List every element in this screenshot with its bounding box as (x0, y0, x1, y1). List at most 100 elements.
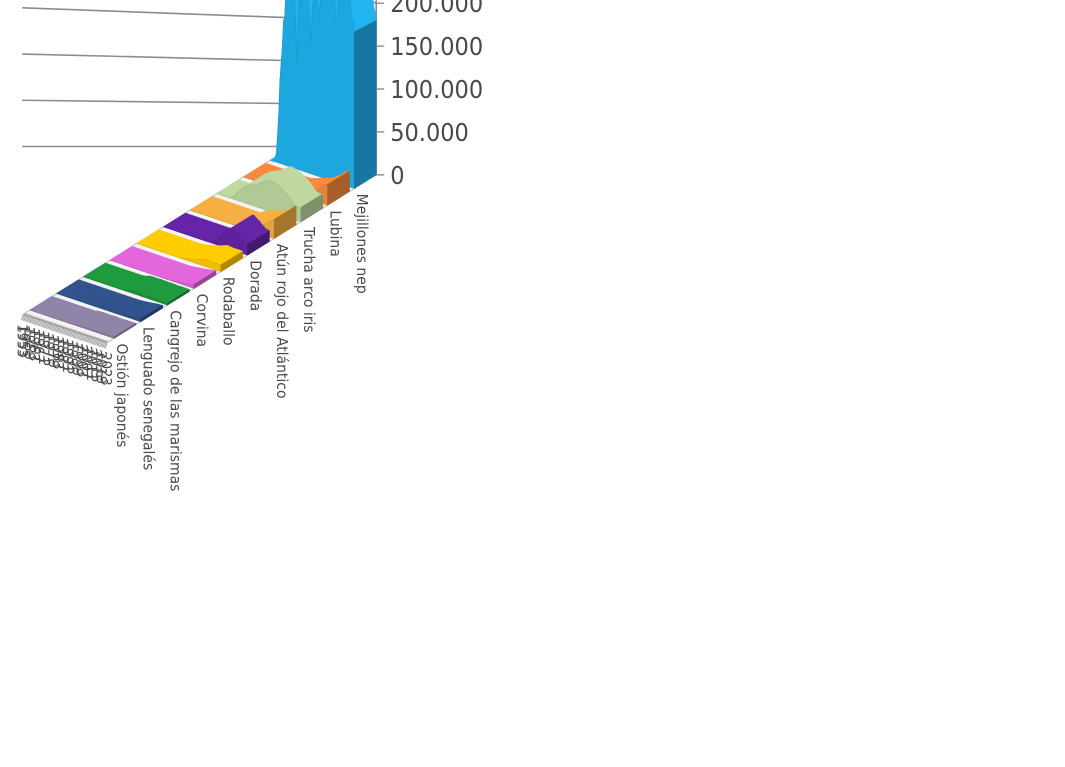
year-tick-label: 1999 (69, 343, 85, 376)
year-minor-tick (71, 331, 75, 338)
year-minor-tick (70, 330, 73, 337)
series-dorada (162, 212, 270, 256)
year-minor-tick (97, 339, 101, 347)
year-tick-label: 1983 (49, 336, 65, 369)
year-minor-tick (49, 323, 53, 331)
year-minor-tick (22, 314, 25, 321)
year-minor-tick (100, 340, 103, 348)
year-minor-tick (96, 339, 100, 346)
year-minor-tick (31, 317, 35, 324)
year-minor-tick (103, 341, 107, 349)
year-minor-tick (28, 316, 31, 323)
year-tick-label: 1959 (21, 327, 37, 360)
year-minor-tick (43, 321, 47, 328)
series-tick-label: Dorada (246, 260, 264, 311)
year-minor-tick (40, 320, 43, 327)
year-tick-label: 1963 (25, 328, 41, 361)
year-minor-tick (101, 341, 105, 348)
year-minor-tick (92, 338, 96, 345)
year-minor-tick (68, 330, 72, 337)
year-minor-tick (104, 342, 108, 349)
year-minor-tick (59, 326, 63, 334)
ribbon-front (190, 209, 275, 239)
year-minor-tick (61, 327, 65, 335)
year-tick-label: 2011 (83, 348, 99, 381)
year-minor-tick (47, 322, 51, 330)
year-minor-tick (64, 328, 67, 335)
year-minor-tick (44, 322, 48, 329)
year-minor-tick (78, 333, 82, 340)
ribbon-end-cap (167, 288, 190, 306)
year-tick-label: 2019 (93, 351, 109, 384)
year-minor-tick (56, 326, 60, 333)
year-minor-tick (66, 329, 70, 336)
year-tick-label: 1987 (54, 338, 70, 371)
series-mejillones-nep (269, 0, 377, 190)
series-trucha-arco-iris (216, 166, 324, 223)
year-tick-label: 2003 (73, 344, 89, 377)
year-minor-tick (86, 336, 90, 343)
year-minor-tick (25, 315, 29, 322)
series-tick-label: Lenguado senegalés (140, 327, 158, 470)
ribbon-end-cap (220, 250, 243, 273)
year-minor-tick (67, 329, 71, 337)
year-minor-tick (46, 322, 49, 329)
year-tick-label: 1975 (40, 333, 56, 366)
z-tick-label: 50.000 (390, 118, 469, 147)
year-tick-label: 1967 (30, 330, 46, 363)
series-at-n-rojo-del-atl-ntico (189, 196, 297, 239)
series-tick-label: Ostión japonés (113, 344, 131, 448)
year-minor-tick (41, 320, 45, 328)
year-tick-label: 1991 (59, 340, 75, 373)
z-axis: 050.000100.000150.000200.000250.000300.0… (376, 0, 483, 190)
series-tick-label: Cangrejo de las marismas (166, 310, 184, 491)
year-minor-tick (48, 323, 52, 330)
series-tick-label: Atún rojo del Atlántico (273, 244, 291, 399)
ribbon-end-cap (353, 19, 377, 190)
year-minor-tick (32, 318, 36, 325)
series-tick-label: Mejillones nep (353, 194, 371, 294)
series-tick-label: Corvina (193, 294, 211, 348)
year-minor-tick (38, 320, 42, 327)
year-minor-tick (36, 319, 40, 326)
year-minor-tick (80, 334, 84, 341)
year-minor-tick (29, 316, 33, 324)
z-tick-label: 100.000 (390, 75, 483, 104)
year-tick-label: 1979 (45, 335, 61, 368)
year-tick-label: 1971 (35, 331, 51, 364)
year-minor-tick (60, 327, 64, 334)
year-tick-label: 2023 (97, 353, 113, 386)
year-minor-tick (73, 331, 77, 339)
ribbon-front (83, 276, 168, 306)
z-tick-label: 150.000 (390, 32, 483, 61)
year-minor-tick (42, 321, 46, 328)
year-minor-tick (72, 331, 76, 338)
year-minor-tick (58, 326, 61, 333)
year-minor-tick (82, 334, 85, 341)
year-minor-tick (20, 314, 24, 321)
year-tick-label: 1953 (13, 324, 29, 357)
series-tick-label: Rodaballo (220, 277, 238, 346)
year-minor-tick (34, 318, 37, 325)
year-minor-tick (37, 319, 41, 326)
year-minor-tick (89, 337, 93, 344)
year-minor-tick (95, 339, 99, 346)
series-tick-label: Trucha arco iris (300, 226, 318, 333)
series-osti-n-japon-s (29, 296, 137, 339)
year-minor-tick (79, 333, 83, 341)
series-ribbons (29, 0, 377, 339)
year-minor-tick (94, 338, 97, 345)
year-minor-tick (83, 335, 87, 342)
ribbon-front (110, 259, 195, 289)
year-tick-label: 1955 (16, 325, 32, 358)
year-minor-tick (65, 329, 69, 336)
year-minor-tick (102, 341, 106, 348)
year-minor-tick (91, 337, 95, 345)
series-corvina (109, 246, 217, 289)
ribbon-end-cap (247, 230, 270, 256)
ribbon-end-cap (193, 270, 217, 289)
ribbon-end-cap (300, 193, 324, 223)
year-minor-tick (53, 324, 57, 332)
year-minor-tick (24, 315, 28, 322)
